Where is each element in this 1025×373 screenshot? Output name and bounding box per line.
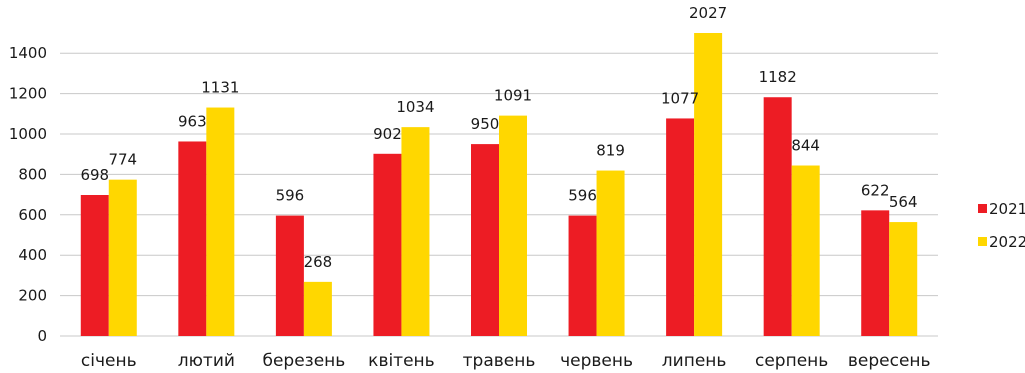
x-category-label: квітень	[368, 351, 435, 371]
data-label-2021-8: 622	[861, 181, 890, 199]
bar-2022-4	[499, 115, 527, 336]
bar-2022-0	[108, 179, 137, 336]
legend-swatch-2021	[978, 204, 987, 213]
bar-2021-1	[178, 141, 207, 336]
y-tick-label: 1200	[9, 85, 47, 103]
data-label-2021-6: 1077	[661, 89, 699, 107]
data-label-2022-5: 819	[596, 142, 625, 160]
y-tick-label: 1400	[9, 44, 47, 62]
bars	[80, 33, 918, 337]
data-label-2022-0: 774	[108, 151, 137, 169]
x-category-label: вересень	[848, 351, 931, 371]
bar-2021-2	[275, 215, 304, 336]
x-category-label: червень	[560, 351, 633, 371]
bar-2021-3	[373, 153, 402, 336]
data-label-2022-7: 844	[791, 137, 820, 155]
x-category-label: серпень	[755, 351, 828, 371]
bar-2021-6	[666, 118, 695, 336]
data-label-2022-1: 1131	[201, 79, 239, 97]
data-label-2022-3: 1034	[396, 98, 434, 116]
y-tick-label: 800	[18, 165, 47, 183]
data-label-2022-8: 564	[889, 193, 918, 211]
bar-2022-3	[401, 127, 430, 336]
data-label-2021-2: 596	[276, 187, 305, 205]
legend-label-2022: 2022	[989, 233, 1025, 251]
legend-label-2021: 2021	[989, 200, 1025, 218]
data-label-2021-7: 1182	[759, 68, 797, 86]
data-label-2021-0: 698	[80, 166, 109, 184]
bar-2022-7	[791, 165, 820, 336]
y-tick-label: 400	[18, 246, 47, 264]
bar-2022-6	[694, 33, 723, 336]
y-tick-label: 1000	[9, 125, 47, 143]
x-category-label: липень	[662, 351, 727, 371]
x-category-label: травень	[463, 351, 536, 371]
bar-2021-4	[471, 144, 499, 336]
y-tick-label: 600	[18, 206, 47, 224]
data-label-2021-4: 950	[471, 115, 500, 133]
bar-2022-5	[596, 170, 625, 336]
bar-2022-8	[889, 222, 918, 336]
bar-2021-8	[861, 210, 890, 336]
data-label-2022-6: 2027	[689, 4, 727, 22]
x-axis-category-labels: січень лютий березень квітень травень червень…	[81, 351, 931, 371]
legend: 2021 2022	[978, 200, 1025, 251]
y-tick-label: 200	[18, 287, 47, 305]
bar-2021-7	[763, 97, 792, 337]
legend-swatch-2022	[978, 237, 987, 246]
data-label-2021-3: 902	[373, 125, 402, 143]
x-category-label: січень	[81, 351, 137, 371]
x-category-label: лютий	[178, 351, 235, 371]
y-axis-tick-labels: 0 200 400 600 800 1000 1200 1400	[9, 44, 47, 345]
bar-2022-2	[303, 281, 332, 336]
data-label-2022-4: 1091	[494, 87, 532, 105]
y-tick-label: 0	[37, 327, 47, 345]
x-category-label: березень	[262, 351, 345, 371]
data-label-2021-5: 596	[568, 187, 597, 205]
bar-2021-0	[80, 195, 109, 336]
data-label-2021-1: 963	[178, 112, 207, 130]
bar-2022-1	[206, 107, 235, 337]
data-label-2022-2: 268	[304, 253, 333, 271]
bar-2021-5	[568, 215, 597, 336]
